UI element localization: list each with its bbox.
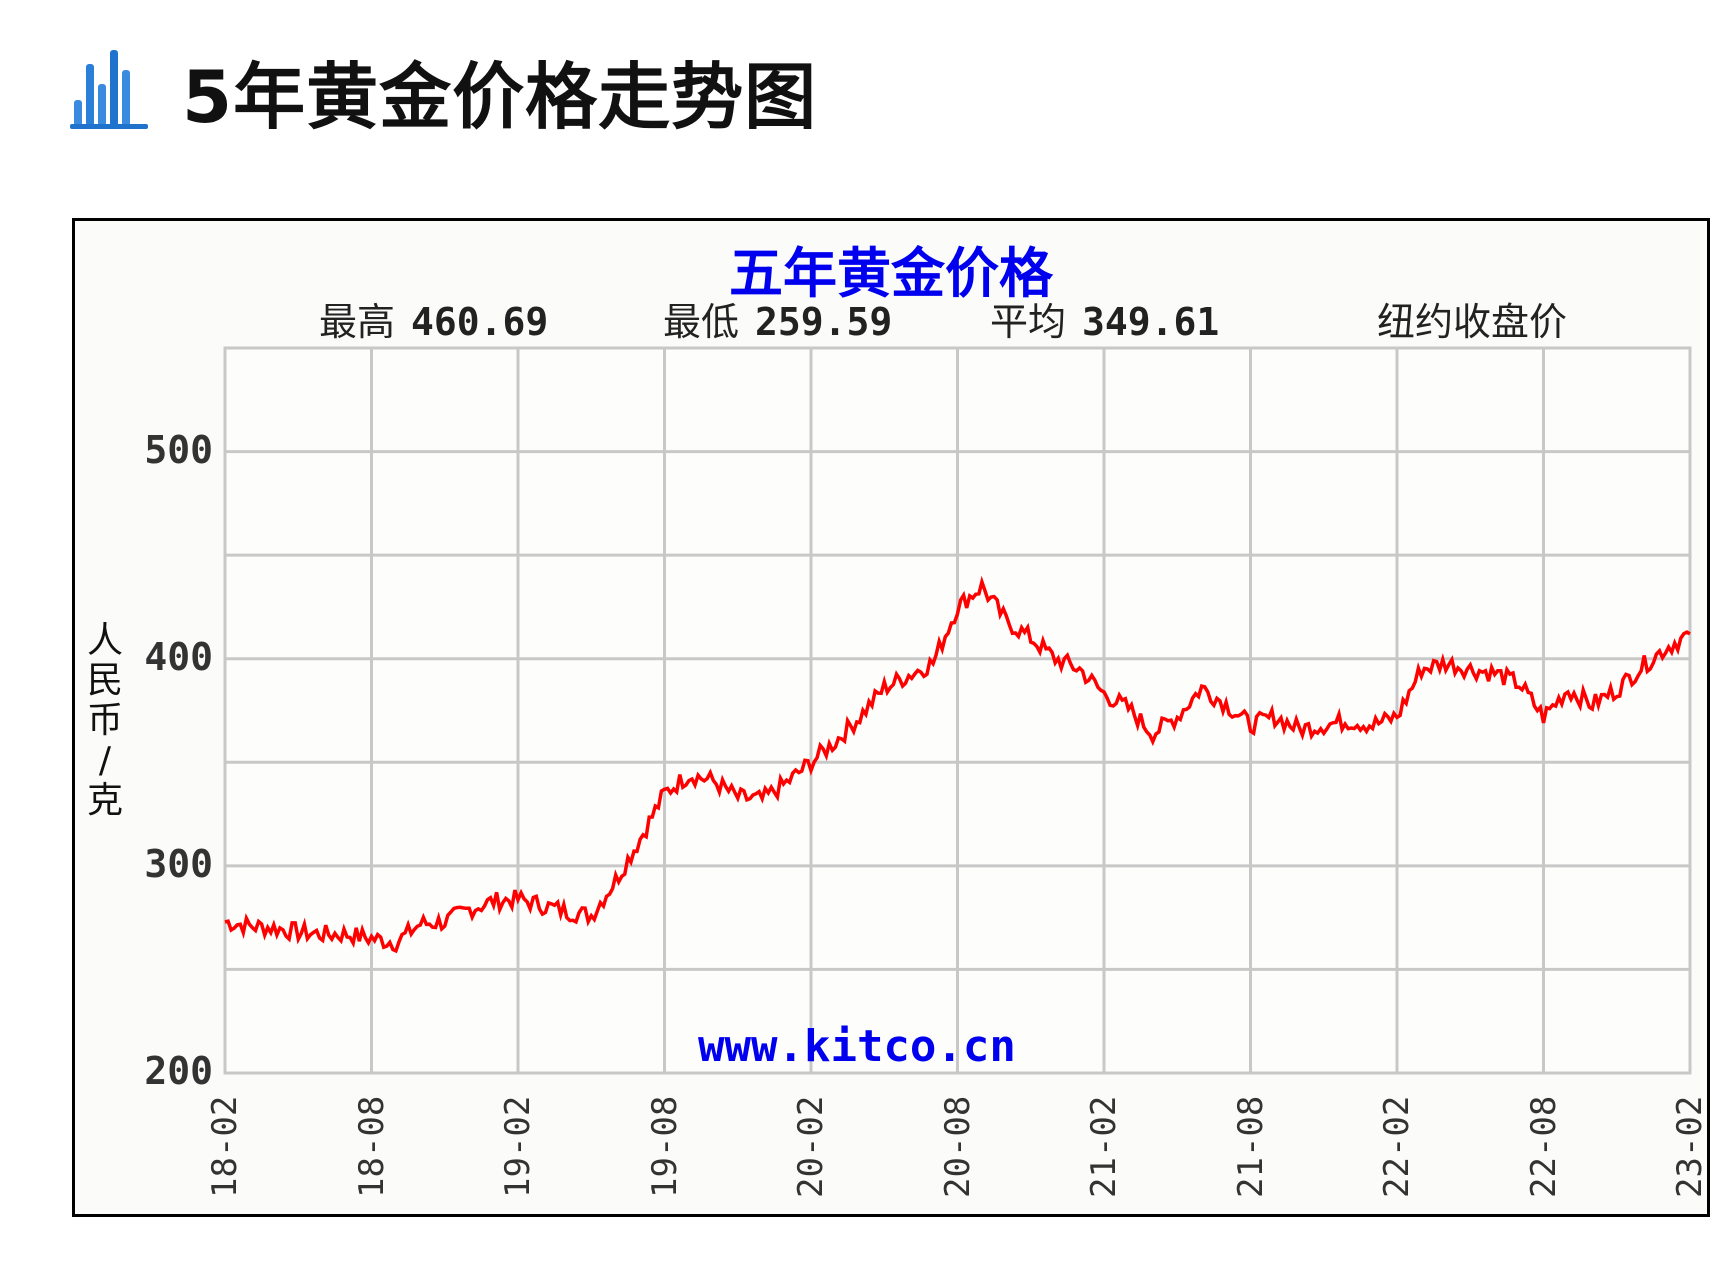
y-axis-label-char: 克 <box>86 780 123 821</box>
y-axis-label-char: 币 <box>86 700 123 741</box>
y-axis-label: 人民币 / 克 <box>85 621 125 821</box>
x-tick-label: 20-02 <box>791 1095 831 1198</box>
y-tick-label: 200 <box>144 1049 213 1093</box>
x-tick-label: 19-08 <box>644 1095 685 1198</box>
x-tick-label: 21-08 <box>1230 1095 1271 1198</box>
x-tick-label: 22-02 <box>1377 1095 1417 1198</box>
stat-high: 最高 460.69 <box>319 291 548 346</box>
chart-stats: 最高 460.69 最低 259.59 平均 349.61 纽约收盘价 <box>75 291 1707 344</box>
y-tick-label: 300 <box>144 841 213 886</box>
stat-high-label: 最高 <box>319 300 396 344</box>
y-axis-label-char: 人 <box>86 620 123 661</box>
price-line <box>224 575 1691 954</box>
stat-low-value: 259.59 <box>755 300 893 344</box>
x-tick-label: 19-02 <box>498 1095 538 1198</box>
chart-plot <box>223 346 1692 1075</box>
y-tick-label: 500 <box>144 427 213 472</box>
x-tick-label: 23-02 <box>1670 1095 1710 1198</box>
y-axis-label-char: 民 <box>86 660 123 701</box>
x-tick-label: 18-02 <box>205 1095 245 1198</box>
stat-low: 最低 259.59 <box>663 291 892 346</box>
stat-low-label: 最低 <box>663 300 740 344</box>
bar-chart-icon <box>70 50 148 130</box>
price-note: 纽约收盘价 <box>1377 300 1568 344</box>
x-tick-label: 21-02 <box>1084 1095 1124 1198</box>
chart-frame: 五年黄金价格 最高 460.69 最低 259.59 平均 349.61 纽约收盘价 … <box>72 218 1710 1217</box>
stat-average: 平均 349.61 <box>990 291 1219 346</box>
page-title: 5年黄金价格走势图 <box>182 54 818 139</box>
y-tick-label: 400 <box>144 634 213 679</box>
stat-average-value: 349.61 <box>1082 300 1220 344</box>
x-tick-label: 22-08 <box>1523 1095 1564 1198</box>
x-tick-label: 18-08 <box>351 1095 392 1198</box>
x-tick-label: 20-08 <box>937 1095 978 1198</box>
y-axis-label-char: / <box>98 740 112 781</box>
page-header: 5年黄金价格走势图 <box>70 40 817 140</box>
chart-title: 五年黄金价格 <box>729 242 1053 305</box>
watermark: www.kitco.cn <box>698 1021 1016 1072</box>
stat-high-value: 460.69 <box>411 300 549 344</box>
stat-average-label: 平均 <box>990 300 1067 344</box>
